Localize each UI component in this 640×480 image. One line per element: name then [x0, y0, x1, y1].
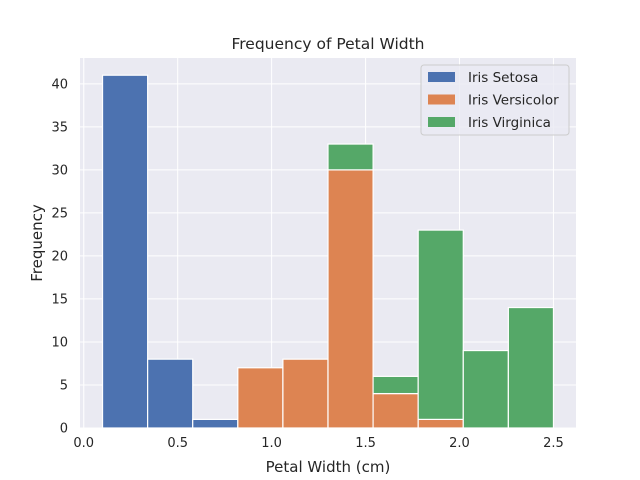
- bar-iris-versicolor-bin-5: [327, 169, 374, 429]
- x-axis-label: Petal Width (cm): [266, 458, 391, 476]
- bar-iris-versicolor-bin-4: [282, 358, 329, 429]
- chart-title: Frequency of Petal Width: [231, 35, 424, 53]
- bar-iris-setosa-bin-1: [147, 358, 194, 429]
- y-axis-ticks: 0 5 10 15 20 25 30 35 40: [51, 77, 68, 436]
- bar-iris-versicolor-bin-3: [237, 367, 284, 429]
- y-tick-label: 15: [51, 292, 68, 307]
- legend: Iris Setosa Iris Versicolor Iris Virginica: [420, 64, 570, 136]
- bar-iris-virginica-bin-7: [417, 229, 464, 420]
- bar-iris-versicolor-bin-6: [372, 392, 419, 429]
- bar-iris-setosa-bin-2: [192, 418, 239, 429]
- histogram-bars: [101, 74, 555, 429]
- legend-swatch: [428, 94, 455, 105]
- x-tick-label: 1.0: [261, 436, 282, 451]
- y-tick-label: 25: [51, 206, 68, 221]
- x-tick-label: 1.5: [355, 436, 376, 451]
- legend-label: Iris Versicolor: [468, 93, 559, 109]
- y-tick-label: 0: [60, 422, 68, 437]
- bar-iris-virginica-bin-5: [327, 143, 374, 171]
- bar-iris-virginica-bin-6: [372, 375, 419, 395]
- y-tick-label: 40: [51, 77, 68, 92]
- bar-iris-versicolor-bin-7: [417, 418, 464, 429]
- y-tick-label: 35: [51, 120, 68, 135]
- legend-label: Iris Virginica: [468, 115, 551, 131]
- y-tick-label: 5: [60, 378, 68, 393]
- bar-iris-virginica-bin-8: [462, 349, 509, 429]
- x-tick-label: 2.5: [543, 436, 564, 451]
- bar-iris-setosa-bin-0: [101, 74, 149, 429]
- y-tick-label: 10: [51, 335, 68, 350]
- bar-iris-virginica-bin-9: [507, 306, 555, 429]
- y-tick-label: 30: [51, 163, 68, 178]
- legend-swatch: [428, 72, 455, 82]
- x-tick-label: 0.0: [73, 436, 94, 451]
- y-axis-label: Frequency: [28, 204, 46, 282]
- legend-box: [420, 64, 570, 136]
- legend-swatch: [428, 117, 455, 127]
- y-tick-label: 20: [51, 249, 68, 264]
- x-tick-label: 0.5: [167, 436, 188, 451]
- x-axis-ticks: 0.0 0.5 1.0 1.5 2.0 2.5: [73, 436, 563, 451]
- legend-label: Iris Setosa: [468, 70, 538, 86]
- x-tick-label: 2.0: [449, 436, 470, 451]
